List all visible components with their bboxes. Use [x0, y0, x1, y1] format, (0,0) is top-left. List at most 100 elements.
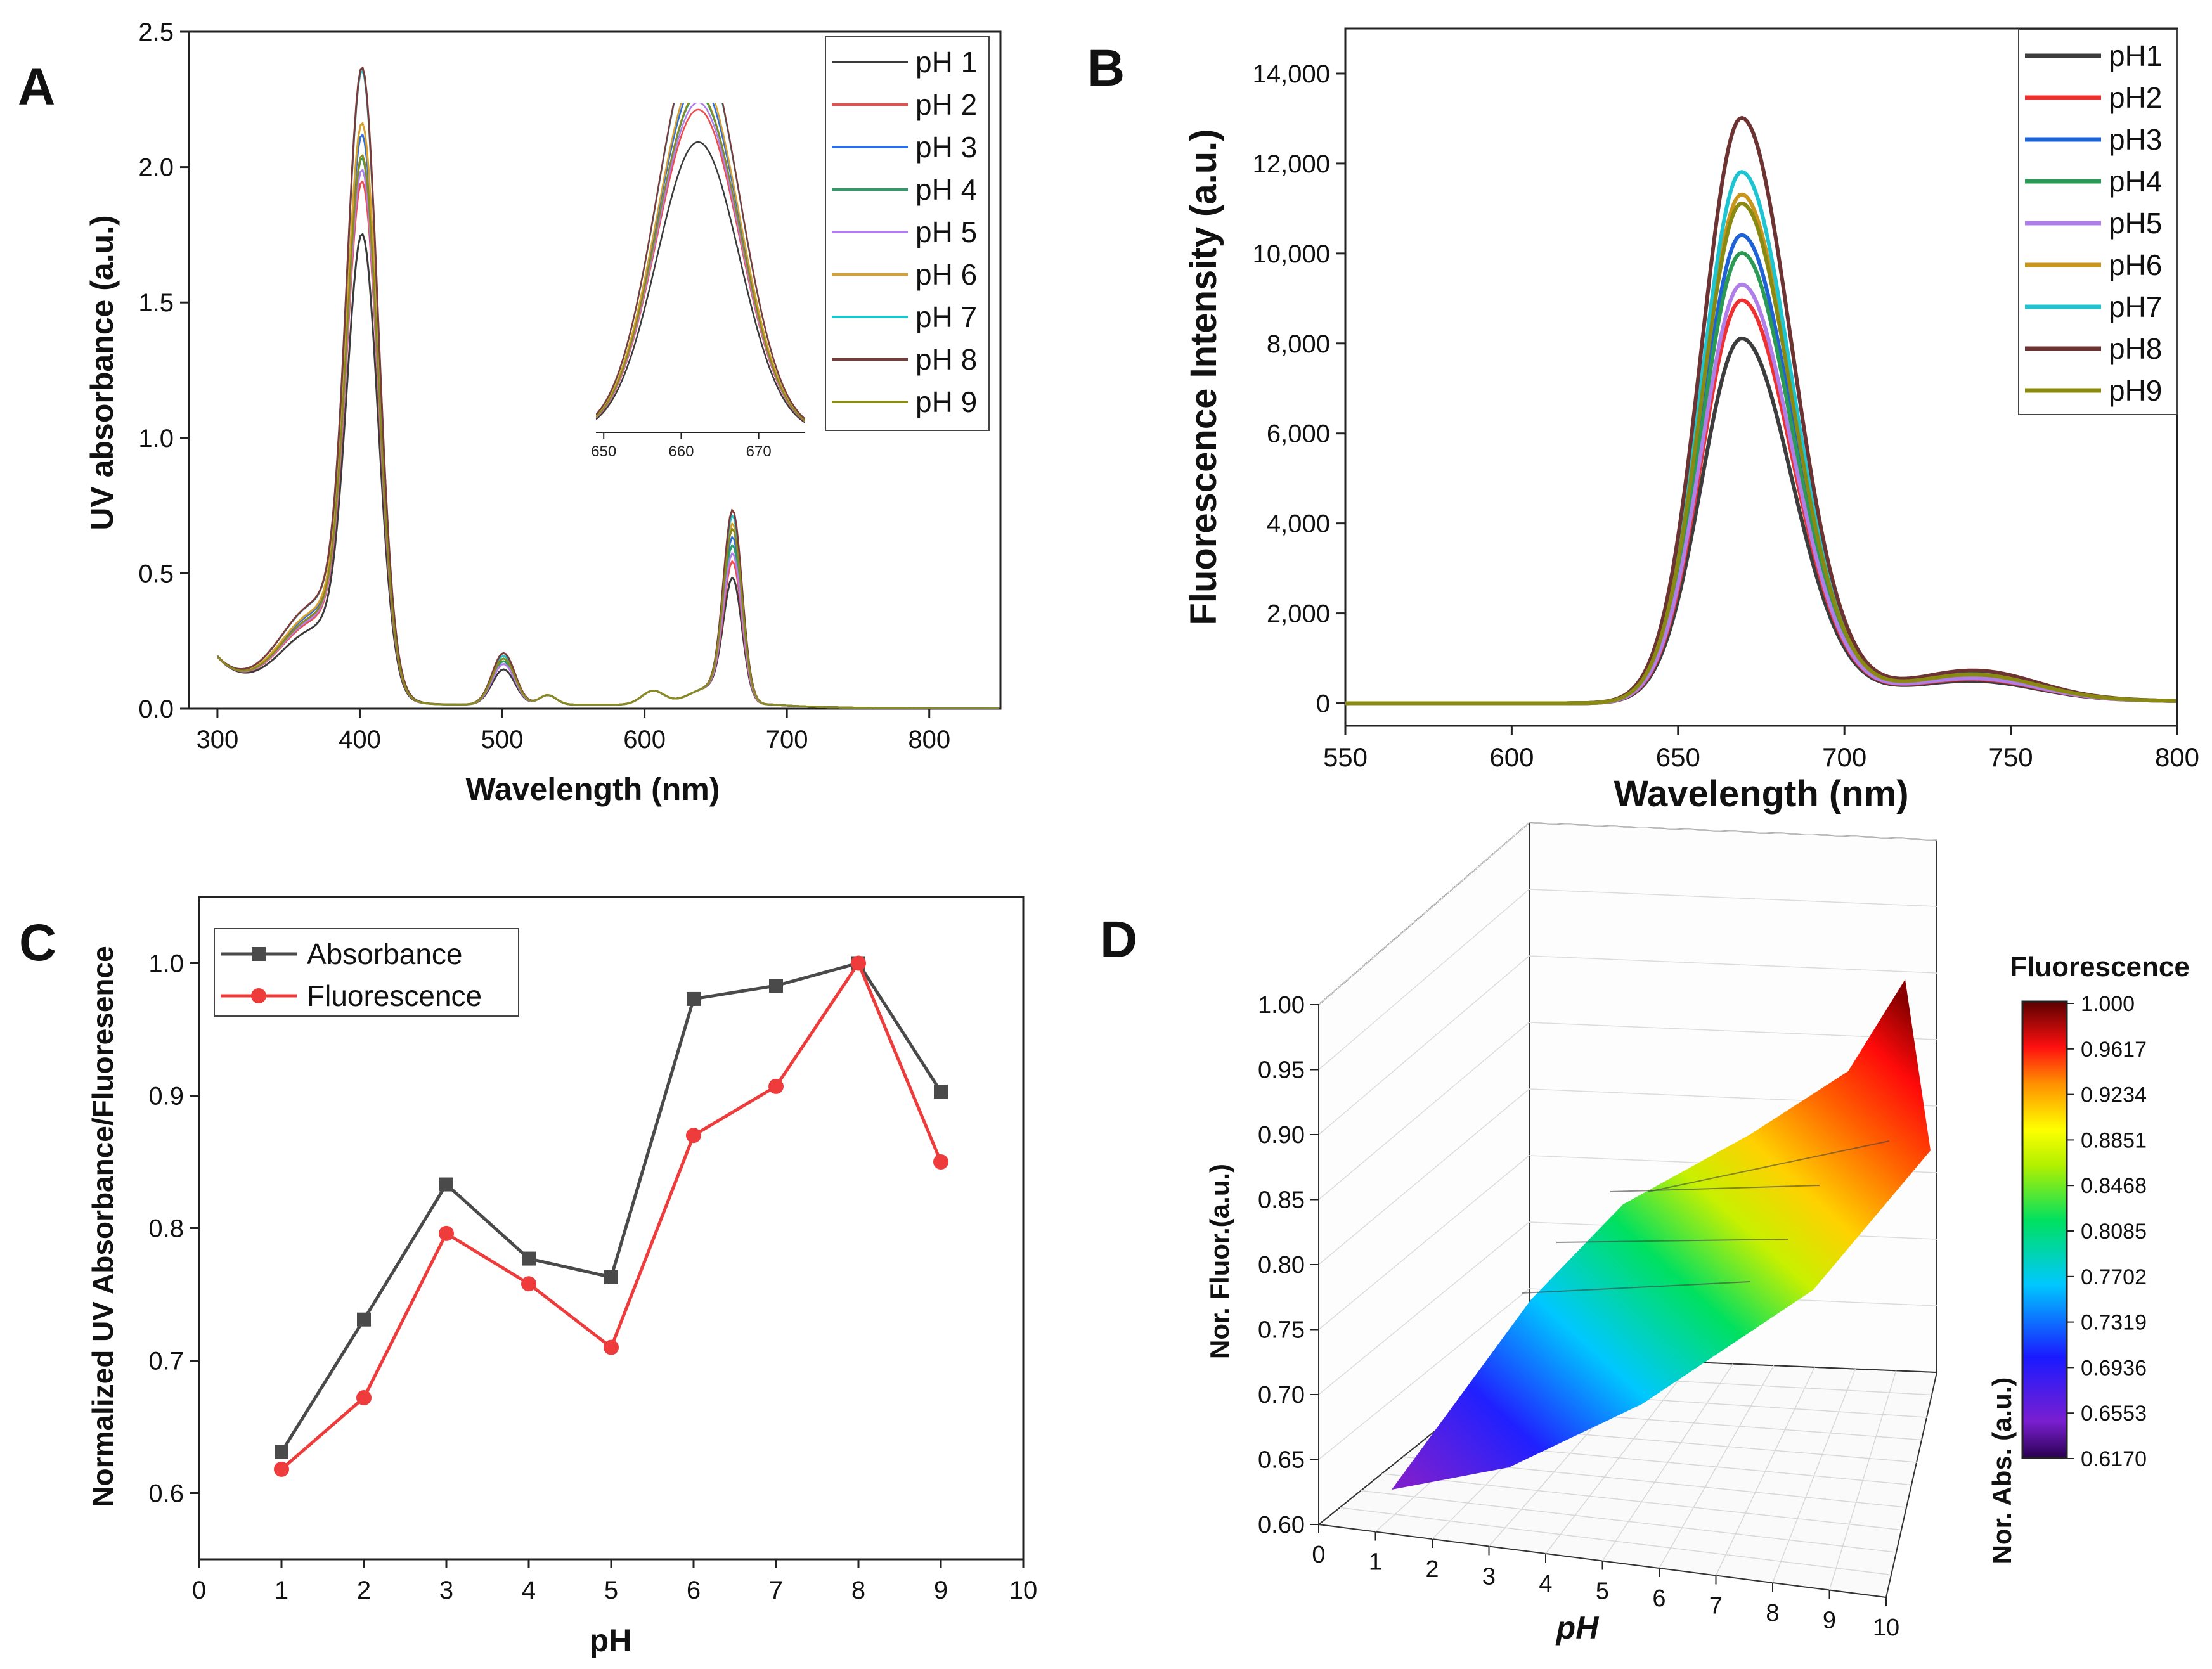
panel-a-series [216, 66, 999, 709]
c-point-fluorescence [274, 1461, 289, 1477]
a-legend-label: pH 3 [915, 131, 977, 164]
d-xtick-label: 5 [1596, 1578, 1609, 1605]
a-inset-line-ph8 [596, 103, 805, 420]
panel-c-axes: 0 1 2 3 4 5 6 7 8 9 10 0.6 0.7 0.8 0.9 1.0 [148, 950, 1037, 1605]
d-wall-grid [1318, 822, 1530, 1005]
d-contour-line [1556, 1239, 1788, 1243]
c-legend-label: Absorbance [307, 938, 463, 970]
c-point-absorbance [522, 1251, 536, 1266]
panel-b: B 550 600 650 700 750 800 0 2,000 4,000 6,000 8,00… [1087, 27, 2199, 815]
c-point-fluorescence [604, 1339, 619, 1355]
d-ztick-label: 1.00 [1258, 992, 1305, 1019]
c-ytick-label: 0.8 [148, 1215, 184, 1243]
d-contour-line [1521, 1281, 1750, 1294]
c-point-absorbance [357, 1312, 371, 1327]
a-legend-label: pH 8 [915, 343, 977, 376]
a-inset-tick-label: 670 [746, 443, 772, 460]
d-floor-grid [1340, 1507, 1892, 1576]
a-ytick-label: 2.0 [138, 154, 174, 182]
panel-b-letter: B [1087, 39, 1125, 97]
c-xtick-label: 1 [275, 1576, 288, 1604]
c-point-absorbance [439, 1177, 453, 1192]
c-xtick-label: 8 [851, 1576, 865, 1604]
d-ztick-label: 0.85 [1258, 1187, 1305, 1214]
c-legend-marker [252, 947, 266, 961]
panel-d-zlabel: Nor. Fluor.(a.u.) [1205, 1164, 1234, 1359]
a-xtick-label: 600 [623, 726, 666, 754]
colorbar-title: Fluorescence [2010, 951, 2190, 983]
d-wall-grid [1529, 822, 1937, 841]
d-contour-line [1648, 1140, 1890, 1192]
c-ytick-label: 0.6 [148, 1480, 184, 1508]
a-inset-tick-label: 660 [668, 443, 694, 460]
colorbar-tick-label: 0.8085 [2081, 1220, 2147, 1244]
c-point-absorbance [769, 979, 783, 993]
c-point-fluorescence [521, 1276, 536, 1292]
colorbar-ticks: 1.000 0.9617 0.9234 0.8851 0.8468 0.8085 0.770… [2067, 992, 2147, 1471]
c-xtick-label: 9 [934, 1576, 948, 1604]
a-xtick-label: 500 [481, 726, 524, 754]
b-xtick-label: 750 [1989, 742, 2033, 772]
panel-c-ylabel: Normalized UV Absorbance/Fluoresence [86, 946, 119, 1507]
a-xtick-label: 400 [339, 726, 381, 754]
d-surface-patch [1392, 979, 1931, 1490]
panel-c-xlabel: pH [590, 1623, 632, 1658]
panel-c: C 0 1 2 3 4 5 6 7 8 9 10 0.6 0.7 0.8 0.9 1.0 Absorbance… [19, 896, 1037, 1658]
c-point-absorbance [687, 991, 701, 1006]
b-legend-label: pH5 [2109, 207, 2162, 240]
panel-d-xlabel: pH [1555, 1610, 1600, 1646]
a-ytick-label: 0.0 [138, 695, 174, 723]
b-ytick-label: 2,000 [1267, 600, 1330, 628]
c-point-fluorescence [439, 1225, 454, 1241]
colorbar-gradient [2021, 1000, 2068, 1459]
panel-a: A 300 400 500 600 700 800 0.0 0.5 1.0 1.5 2.0 2.5 6… [18, 18, 1002, 807]
panel-a-inset: 650 660 670 [591, 103, 805, 460]
d-ztick-label: 0.60 [1258, 1512, 1305, 1538]
colorbar-tick-label: 1.000 [2081, 992, 2135, 1016]
panel-a-legend: pH 1 pH 2 pH 3 pH 4 pH 5 pH 6 pH 7 pH 8 pH 9 [825, 36, 990, 431]
colorbar-tick-label: 0.6553 [2081, 1402, 2147, 1426]
b-legend-label: pH8 [2109, 332, 2162, 365]
d-wall-grid [1318, 1088, 1530, 1265]
b-xtick-label: 600 [1489, 742, 1534, 772]
c-xtick-label: 0 [192, 1576, 206, 1604]
a-ytick-label: 1.0 [138, 425, 174, 453]
b-ytick-label: 0 [1316, 690, 1330, 718]
a-inset-line-ph6 [596, 103, 805, 421]
panel-b-axes: 550 600 650 700 750 800 0 2,000 4,000 6,000 8,000 1… [1253, 60, 2199, 772]
b-legend-label: pH3 [2109, 123, 2162, 156]
d-ztick-label: 0.95 [1258, 1057, 1305, 1084]
c-point-absorbance [275, 1445, 288, 1459]
c-xtick-label: 7 [769, 1576, 783, 1604]
c-xtick-label: 4 [522, 1576, 536, 1604]
panel-c-legend: Absorbance Fluorescence [214, 928, 519, 1017]
c-series-line-fluorescence [280, 960, 943, 1471]
b-xtick-label: 800 [2155, 742, 2199, 772]
b-xtick-label: 650 [1656, 742, 1700, 772]
c-ytick-label: 1.0 [148, 950, 184, 978]
panel-b-legend: pH1 pH2 pH3 pH4 pH5 pH6 pH7 pH8 pH9 [2018, 29, 2178, 415]
a-series-line-ph9 [216, 153, 999, 709]
b-legend-label: pH6 [2109, 248, 2162, 281]
c-point-fluorescence [686, 1128, 701, 1144]
b-legend-label: pH9 [2109, 374, 2162, 407]
d-wall-grid [1318, 1155, 1530, 1331]
c-xtick-label: 2 [357, 1576, 371, 1604]
colorbar-tick-label: 0.9617 [2081, 1038, 2147, 1062]
d-wall-grid [1318, 955, 1530, 1135]
d-ztick-label: 0.70 [1258, 1382, 1305, 1408]
panel-b-ylabel: Fluorescence Intensity (a.u.) [1183, 129, 1224, 625]
c-ytick-label: 0.7 [148, 1348, 184, 1376]
panel-c-series [274, 955, 948, 1477]
panel-a-letter: A [18, 58, 55, 116]
c-xtick-label: 5 [604, 1576, 618, 1604]
a-legend-label: pH 4 [915, 173, 977, 206]
b-legend-label: pH2 [2109, 81, 2162, 114]
b-ytick-label: 10,000 [1253, 240, 1330, 268]
a-ytick-label: 1.5 [138, 289, 174, 317]
panel-d-letter: D [1100, 911, 1137, 969]
a-inset-line-ph1 [596, 141, 805, 423]
panel-d-colorbar: Fluorescence 1.000 0.9617 0.9234 0.8851 0.84… [2010, 951, 2190, 1471]
panel-b-series [1345, 115, 2176, 706]
